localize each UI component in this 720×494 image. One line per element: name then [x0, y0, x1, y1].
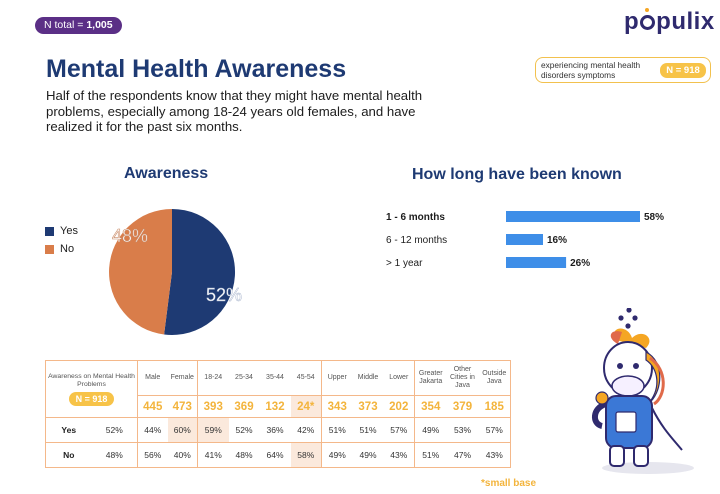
n-total-value: 1,005 — [86, 19, 113, 31]
count-lower: 202 — [383, 395, 415, 418]
bar-2 — [506, 257, 567, 268]
no-middle: 49% — [352, 442, 384, 468]
awareness-title: Awareness — [124, 165, 209, 182]
no-45-54: 58% — [290, 442, 322, 468]
n-total-label: N total = — [44, 19, 87, 31]
yes-upper: 51% — [321, 417, 353, 443]
no-18-24: 41% — [197, 442, 229, 468]
row-total-no: 48% — [91, 442, 138, 468]
logo-o-glyph — [640, 8, 656, 30]
table-title-cell: Awareness on Mental Health Problems N = … — [45, 360, 138, 418]
count-upper: 343 — [321, 395, 353, 418]
page-subtitle: Half of the respondents know that they m… — [46, 88, 423, 134]
col-header-25-34: 25-34 — [228, 360, 260, 396]
yes-35-44: 36% — [259, 417, 291, 443]
no-other-cities-java: 47% — [446, 442, 479, 468]
awareness-pie-chart: 52% 48% — [109, 209, 242, 335]
table-title: Awareness on Mental Health Problems — [48, 372, 135, 388]
row-label-yes: Yes — [45, 417, 92, 443]
legend-label-yes: Yes — [60, 225, 78, 237]
sample-badge-text: experiencing mental health disorders sym… — [541, 60, 641, 80]
count-outside-java: 185 — [478, 395, 511, 418]
small-base-footnote: *small base — [481, 478, 537, 489]
col-header-lower: Lower — [383, 360, 415, 396]
count-45-54: 24* — [290, 395, 322, 418]
pie-label-no: 48% — [112, 226, 148, 246]
populix-logo: p pulix — [624, 8, 715, 35]
yes-female: 60% — [167, 417, 198, 443]
count-other-cities-java: 379 — [446, 395, 479, 418]
bar-label-1: 6 - 12 months — [386, 235, 447, 246]
col-header-18-24: 18-24 — [197, 360, 229, 396]
count-25-34: 369 — [228, 395, 260, 418]
legend-label-no: No — [60, 243, 75, 255]
col-header-outside-java: Outside Java — [478, 360, 511, 396]
awareness-legend: Yes No — [45, 222, 78, 258]
no-35-44: 64% — [259, 442, 291, 468]
yes-other-cities-java: 53% — [446, 417, 479, 443]
legend-swatch-no — [45, 244, 54, 254]
col-header-middle: Middle — [352, 360, 384, 396]
bar-0 — [506, 211, 640, 222]
yes-45-54: 42% — [290, 417, 322, 443]
table-row-no: No 48% 56% 40% 41% 48% 64% 58% 49% 49% 4… — [45, 442, 511, 468]
col-header-35-44: 35-44 — [259, 360, 291, 396]
bar-label-2: > 1 year — [386, 258, 423, 269]
yes-greater-jakarta: 49% — [414, 417, 447, 443]
duration-title: How long have been known — [412, 166, 622, 183]
sample-badge-n: N = 918 — [660, 63, 706, 78]
col-header-upper: Upper — [321, 360, 353, 396]
table-row-yes: Yes 52% 44% 60% 59% 52% 36% 42% 51% 51% … — [45, 417, 511, 443]
yes-male: 44% — [137, 417, 168, 443]
yes-middle: 51% — [352, 417, 384, 443]
no-lower: 43% — [383, 442, 415, 468]
row-total-yes: 52% — [91, 417, 138, 443]
sample-badge: experiencing mental health disorders sym… — [535, 57, 711, 83]
page-title: Mental Health Awareness — [46, 55, 347, 83]
no-outside-java: 43% — [478, 442, 511, 468]
bar-value-label-2: 26% — [570, 258, 590, 269]
legend-item-yes: Yes — [45, 222, 78, 240]
bar-value-label-1: 16% — [547, 235, 567, 246]
duration-bar-chart: 1 - 6 months 58% 6 - 12 months 16% > 1 year 2… — [386, 211, 664, 269]
pie-slice-no — [109, 209, 172, 335]
pie-slice-yes — [164, 209, 236, 335]
no-male: 56% — [137, 442, 168, 468]
no-upper: 49% — [321, 442, 353, 468]
no-25-34: 48% — [228, 442, 260, 468]
col-header-greater-jakarta: Greater Jakarta — [414, 360, 447, 396]
table-n-pill: N = 918 — [68, 391, 115, 406]
count-18-24: 393 — [197, 395, 229, 418]
yes-18-24: 59% — [197, 417, 229, 443]
legend-swatch-yes — [45, 226, 54, 236]
no-female: 40% — [167, 442, 198, 468]
bar-label-0: 1 - 6 months — [386, 212, 445, 223]
bar-value-label-0: 58% — [644, 212, 664, 223]
count-greater-jakarta: 354 — [414, 395, 447, 418]
pie-label-yes: 52% — [206, 285, 242, 305]
yes-25-34: 52% — [228, 417, 260, 443]
yes-lower: 57% — [383, 417, 415, 443]
count-35-44: 132 — [259, 395, 291, 418]
mascot-illustration — [592, 308, 694, 474]
n-total-badge: N total = 1,005 — [35, 17, 122, 34]
awareness-demographic-table: Awareness on Mental Health Problems N = … — [45, 360, 511, 468]
col-header-male: Male — [137, 360, 168, 396]
bar-1 — [506, 234, 543, 245]
count-female: 473 — [167, 395, 198, 418]
col-header-other-cities-java: Other Cities in Java — [446, 360, 479, 396]
yes-outside-java: 57% — [478, 417, 511, 443]
legend-item-no: No — [45, 240, 78, 258]
no-greater-jakarta: 51% — [414, 442, 447, 468]
table-header-row: Awareness on Mental Health Problems N = … — [45, 360, 511, 418]
row-label-no: No — [45, 442, 92, 468]
col-header-female: Female — [167, 360, 198, 396]
count-middle: 373 — [352, 395, 384, 418]
count-male: 445 — [137, 395, 168, 418]
col-header-45-54: 45-54 — [290, 360, 322, 396]
